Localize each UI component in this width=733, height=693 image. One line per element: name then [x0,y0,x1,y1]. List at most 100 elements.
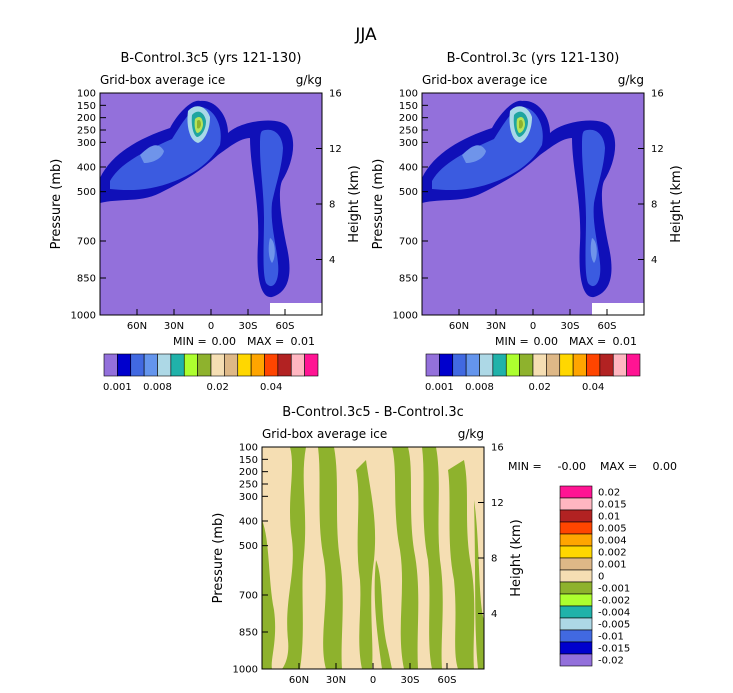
colorbar-swatch [559,569,593,583]
colorbar-swatch [599,353,614,377]
panel-1-subtitle: Grid-box average ice [100,73,225,87]
colorbar-swatch [559,485,593,499]
colorbar-label: -0.02 [598,656,624,667]
y-tick-label: 1000 [71,311,96,322]
colorbar-swatch [559,653,593,667]
y-right-tick-label: 4 [651,255,657,266]
panel-2-max-label: MAX = [569,335,606,348]
x-tick-label: 30S [560,321,579,332]
colorbar-swatch [559,629,593,643]
y-tick-label: 850 [77,274,96,285]
colorbar-label: 0.002 [598,548,627,559]
colorbar-label: 0.008 [465,382,494,393]
panel-1-ylabel: Pressure (mb) [49,159,64,250]
colorbar-swatch [612,353,627,377]
panel-3-max-label: MAX = [600,460,637,473]
colorbar-label: 0.02 [598,488,620,499]
panel-1-units: g/kg [296,73,322,87]
colorbar-swatch [532,353,547,377]
x-tick-label: 30N [164,321,184,332]
y-right-tick-label: 12 [491,498,504,509]
colorbar-swatch [425,353,440,377]
y-tick-label: 700 [399,237,418,248]
colorbar-label: -0.015 [598,644,630,655]
colorbar-swatch [626,353,641,377]
colorbar-swatch [224,353,239,377]
panel-3-max-value: 0.00 [653,460,678,473]
colorbar-swatch [210,353,225,377]
y-tick-label: 500 [77,187,96,198]
panel-2-title: B-Control.3c (yrs 121-130) [447,51,620,66]
y-tick-label: 400 [77,163,96,174]
panel-3: B-Control.3c5 - B-Control.3c Grid-box av… [211,405,677,686]
colorbar-swatch [559,593,593,607]
colorbar-swatch [465,353,480,377]
panel-3-ylabel-right: Height (km) [509,519,524,596]
panel-1-max-label: MAX = [247,335,284,348]
panel-1-max-value: 0.01 [291,335,316,348]
y-right-tick-label: 4 [491,609,497,620]
y-tick-label: 1000 [393,311,418,322]
y-right-tick-label: 16 [491,443,504,454]
y-right-tick-label: 8 [491,554,497,565]
colorbar-label: 0.001 [103,382,132,393]
colorbar-swatch [479,353,494,377]
x-tick-label: 30S [400,675,419,686]
y-tick-label: 100 [399,89,418,100]
y-tick-label: 250 [77,126,96,137]
x-tick-label: 60N [127,321,147,332]
colorbar-swatch [264,353,279,377]
y-tick-label: 250 [239,480,258,491]
colorbar-label: -0.001 [598,584,630,595]
x-tick-label: 30N [326,675,346,686]
panel-1-title: B-Control.3c5 (yrs 121-130) [121,51,302,66]
colorbar-label: 0 [598,572,604,583]
y-tick-label: 700 [239,591,258,602]
colorbar-swatch [277,353,292,377]
colorbar-label: 0.02 [529,382,551,393]
y-tick-label: 100 [77,89,96,100]
colorbar-swatch [559,641,593,655]
colorbar-swatch [143,353,158,377]
x-tick-label: 60S [275,321,294,332]
y-right-tick-label: 16 [651,89,664,100]
x-tick-label: 60N [449,321,469,332]
y-tick-label: 200 [399,113,418,124]
y-tick-label: 150 [77,101,96,112]
y-right-tick-label: 8 [329,200,335,211]
y-tick-label: 200 [239,467,258,478]
panel-2-subtitle: Grid-box average ice [422,73,547,87]
y-tick-label: 250 [399,126,418,137]
panel-2-min-value: 0.00 [534,335,559,348]
colorbar-label: 0.004 [598,536,627,547]
x-tick-label: 60S [597,321,616,332]
colorbar-swatch [452,353,467,377]
x-tick-label: 60S [437,675,456,686]
x-tick-label: 30S [238,321,257,332]
y-tick-label: 500 [239,541,258,552]
colorbar-swatch [170,353,185,377]
colorbar-label: 0.001 [425,382,454,393]
panel-2-ylabel-right: Height (km) [669,165,684,242]
colorbar-swatch [559,533,593,547]
colorbar-swatch [559,581,593,595]
colorbar-swatch [492,353,507,377]
colorbar-swatch [304,353,319,377]
colorbar-label: 0.04 [260,382,282,393]
main-title: JJA [354,25,377,45]
colorbar-swatch [197,353,212,377]
y-right-tick-label: 12 [651,144,664,155]
panel-2-units: g/kg [618,73,644,87]
colorbar-swatch [559,605,593,619]
colorbar-swatch [157,353,172,377]
panel-3-ylabel: Pressure (mb) [211,513,226,604]
panel-3-units: g/kg [458,427,484,441]
colorbar-swatch [559,497,593,511]
colorbar-swatch [559,617,593,631]
panel-3-subtitle: Grid-box average ice [262,427,387,441]
panel-1-ylabel-right: Height (km) [347,165,362,242]
colorbar-label: 0.01 [598,512,620,523]
panel-2-max-value: 0.01 [613,335,638,348]
panel-2-ylabel: Pressure (mb) [371,159,386,250]
colorbar-label: 0.005 [598,524,627,535]
